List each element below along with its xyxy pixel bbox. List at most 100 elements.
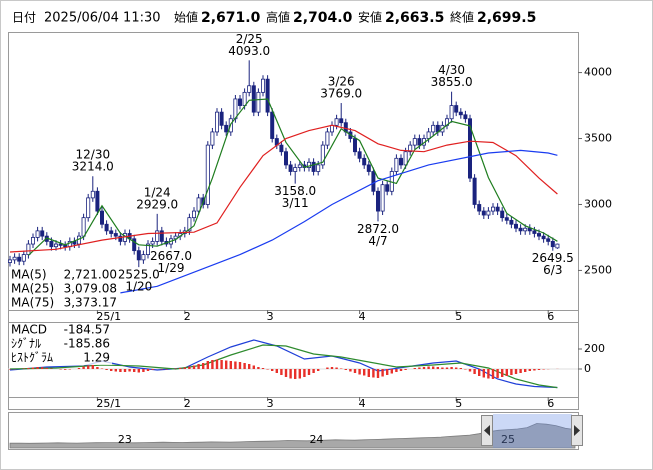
candle-body	[311, 161, 316, 172]
candle-body	[426, 131, 431, 139]
candle-body	[306, 161, 311, 168]
candle-body	[417, 138, 422, 146]
candle-body	[81, 217, 86, 237]
histogram-bar	[123, 369, 127, 372]
legend-value: 3,373.17	[64, 296, 117, 310]
candle-body	[329, 124, 334, 133]
histogram-bar	[317, 369, 320, 371]
header-label: 高値	[266, 10, 290, 25]
histogram-bar	[376, 369, 380, 378]
histogram-bar	[179, 368, 182, 369]
candle-body	[118, 235, 123, 242]
candle-body	[555, 243, 560, 249]
histogram-bar	[533, 369, 536, 371]
candle-body	[132, 238, 137, 252]
histogram-bar	[91, 365, 94, 369]
histogram-bar	[160, 369, 163, 370]
candle-body	[113, 233, 118, 237]
histogram-bar	[22, 368, 25, 369]
histogram-bar	[87, 365, 90, 369]
x-tick-label: 3	[267, 310, 274, 323]
histogram-bar	[27, 368, 30, 369]
annotation-date: 4/7	[368, 234, 387, 248]
candle-body	[145, 243, 150, 256]
histogram-bar	[271, 369, 274, 371]
histogram-bar	[436, 367, 439, 369]
candle-body	[100, 210, 105, 225]
histogram-bar	[326, 367, 329, 369]
x-tick-label: 6	[547, 310, 554, 323]
candle-body	[270, 111, 275, 139]
annotation-value: 2649.5	[532, 251, 574, 265]
x-tick-label: 23	[118, 433, 132, 446]
navigator-window[interactable]	[493, 414, 572, 448]
histogram-bar	[353, 369, 357, 373]
histogram-bar	[114, 369, 117, 372]
y-tick-label: 0	[584, 362, 591, 375]
histogram-bar	[50, 368, 53, 369]
histogram-bar	[234, 361, 237, 369]
candle-body	[514, 223, 519, 229]
histogram-bar	[105, 369, 108, 370]
legend-value: 3,079.08	[64, 282, 117, 296]
histogram-bar	[367, 369, 370, 377]
histogram-bar	[307, 369, 311, 375]
histogram-bar	[432, 366, 435, 369]
candle-body	[35, 230, 40, 238]
candle-body	[504, 217, 509, 221]
candle-body	[54, 243, 59, 248]
candle-body	[251, 85, 256, 113]
candle-body	[104, 223, 109, 232]
candle-body	[173, 235, 178, 240]
candle-body	[159, 230, 164, 242]
histogram-bar	[441, 367, 444, 369]
candle-body	[90, 190, 95, 199]
histogram-bar	[344, 369, 347, 370]
candle-body	[260, 78, 265, 93]
candle-body	[380, 184, 385, 212]
histogram-bar	[395, 369, 398, 372]
annotation-value: 2872.0	[357, 222, 399, 236]
candle-body	[210, 131, 215, 146]
candle-body	[12, 256, 17, 261]
histogram-bar	[188, 366, 191, 369]
candle-body	[454, 105, 459, 113]
candle-body	[279, 144, 284, 153]
header-value: 2,663.5	[385, 10, 444, 26]
candle-body	[237, 98, 242, 106]
histogram-bar	[528, 369, 531, 371]
histogram-bar	[427, 366, 430, 369]
histogram-bar	[330, 367, 334, 369]
annotation-value: 3158.0	[274, 184, 316, 198]
header-label: 終値	[450, 10, 474, 25]
histogram-bar	[261, 368, 265, 369]
plot-layer: 始値 2,671.0 高値 2,704.0 安値 2,663.5 終値 2,699.5 2500…	[7, 10, 612, 449]
legend-name: ﾋｽﾄｸﾞﾗﾑ	[11, 351, 53, 365]
candle-body	[467, 118, 472, 179]
legend-layer: MA(5) 2,721.00 MA(25) 3,079.08 MA(75) 3,373.1…	[11, 268, 117, 365]
annotation-value: 4093.0	[228, 44, 270, 58]
candle-body	[357, 151, 362, 159]
histogram-bar	[110, 369, 113, 371]
annotation-value: 2929.0	[136, 197, 178, 211]
legend-name: MA(5)	[11, 268, 47, 282]
candle-body	[49, 241, 54, 248]
candle-body	[26, 243, 31, 256]
x-tick-label: 6	[547, 397, 554, 410]
histogram-bar	[459, 368, 462, 369]
candle-body	[431, 124, 436, 133]
histogram-bar	[41, 367, 44, 369]
histogram-bar	[468, 369, 472, 372]
candle-body	[219, 111, 224, 126]
header-value: 2,704.0	[293, 10, 353, 26]
candle-body	[490, 206, 495, 212]
histogram-bar	[289, 369, 292, 379]
histogram-bar	[496, 369, 499, 378]
histogram-bar	[248, 364, 251, 369]
histogram-bar	[64, 369, 67, 370]
x-tick-label: 25/1	[96, 397, 121, 410]
histogram-bar	[524, 369, 527, 372]
legend-name: ｼｸﾞﾅﾙ	[11, 337, 41, 351]
candle-body	[550, 241, 555, 248]
histogram-bar	[229, 361, 232, 369]
